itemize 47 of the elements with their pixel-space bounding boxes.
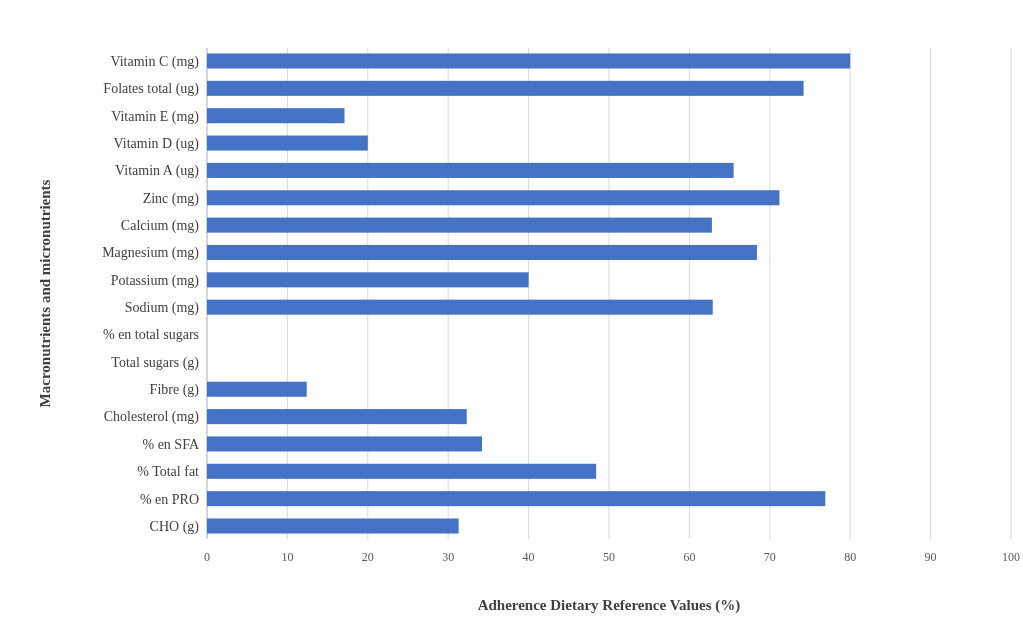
- y-tick-label: Calcium (mg): [120, 218, 200, 235]
- x-tick-label: 100: [1002, 550, 1020, 564]
- y-tick-label: Vitamin D (ug): [113, 135, 200, 152]
- bar: [207, 463, 597, 479]
- y-tick-label: Potassium (mg): [110, 272, 200, 289]
- bar: [207, 162, 734, 178]
- y-tick-label: % en PRO: [139, 491, 199, 507]
- bar: [207, 190, 780, 206]
- bar: [207, 381, 307, 397]
- y-tick-label: % Total fat: [137, 464, 200, 480]
- y-tick-label: Cholesterol (mg): [103, 409, 200, 426]
- bar: [207, 135, 368, 151]
- x-tick-label: 40: [522, 550, 535, 564]
- x-tick-label: 10: [281, 550, 294, 564]
- bar: [207, 299, 713, 315]
- bar: [207, 272, 529, 288]
- y-tick-label: Vitamin C (mg): [110, 53, 200, 70]
- x-tick-label: 50: [603, 550, 615, 564]
- x-tick-label: 30: [442, 550, 455, 564]
- y-tick-label: % en total sugars: [102, 327, 199, 343]
- bar: [207, 108, 345, 124]
- y-tick-label: CHO (g): [149, 518, 200, 535]
- bar: [207, 80, 804, 96]
- y-tick-label: Vitamin E (mg): [111, 108, 200, 125]
- y-tick-label: Fibre (g): [149, 382, 200, 399]
- bar: [207, 217, 712, 233]
- x-tick-label: 0: [204, 550, 210, 564]
- bar: [207, 53, 851, 69]
- x-tick-label: 20: [361, 550, 374, 564]
- x-tick-label: 90: [924, 550, 937, 564]
- y-tick-label: % en SFA: [142, 436, 200, 452]
- y-tick-label: Magnesium (mg): [102, 245, 200, 262]
- y-tick-label: Folates total (ug): [103, 81, 200, 98]
- bar: [207, 244, 757, 260]
- y-tick-label: Sodium (mg): [124, 300, 200, 317]
- x-axis-title: Adherence Dietary Reference Values (%): [477, 597, 741, 614]
- y-tick-label: Zinc (mg): [142, 190, 200, 207]
- bar: [207, 409, 467, 425]
- x-tick-label: 70: [763, 550, 776, 564]
- bar: [207, 436, 482, 452]
- x-tick-label: 60: [683, 550, 696, 564]
- bar: [207, 518, 459, 534]
- y-tick-label: Total sugars (g): [111, 354, 200, 371]
- x-tick-label: 80: [844, 550, 857, 564]
- y-axis-title: Macronutrients and micronutrients: [37, 179, 53, 408]
- y-tick-label: Vitamin A (ug): [115, 163, 200, 180]
- bar: [207, 491, 826, 507]
